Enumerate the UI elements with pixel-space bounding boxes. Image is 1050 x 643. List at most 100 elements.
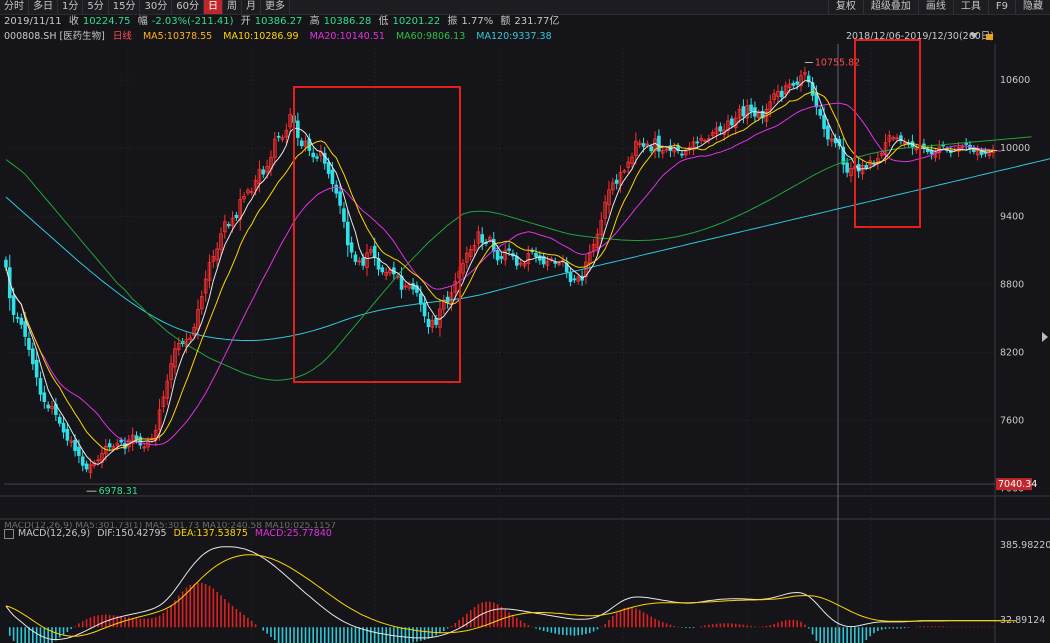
candle-body-6 — [27, 338, 31, 350]
candle-body-228 — [879, 153, 884, 156]
candle-body-2 — [11, 295, 16, 315]
candle-body-85 — [330, 169, 335, 185]
candle-body-181 — [699, 137, 703, 141]
period-tab-0[interactable]: 分时 — [0, 0, 29, 14]
period-tab-3[interactable]: 5分 — [83, 0, 109, 14]
candle-body-64 — [249, 191, 254, 193]
candle-body-104 — [403, 285, 408, 288]
candle-body-51 — [200, 296, 204, 310]
toolbar-right-0[interactable]: 复权 — [827, 0, 863, 14]
candle-body-126 — [488, 236, 492, 241]
candle-body-99 — [384, 271, 388, 276]
ma20-line — [5, 102, 1001, 446]
candle-body-158 — [611, 182, 615, 191]
candle-body-214 — [826, 125, 830, 140]
candle-body-63 — [246, 189, 250, 194]
period-tab-6[interactable]: 60分 — [172, 0, 204, 14]
candle-body-163 — [630, 156, 634, 164]
y-tick-4: 8200 — [1000, 347, 1024, 358]
candle-body-112 — [434, 317, 438, 325]
min-label: 6978.31 — [99, 486, 138, 497]
candle-body-18 — [73, 439, 77, 452]
macd-legend-bar: MACD(12,26,9) DIF:150.42795 DEA:137.5387… — [4, 528, 336, 540]
candle-body-162 — [626, 161, 630, 168]
candle-body-100 — [388, 269, 392, 274]
candle-body-78 — [303, 140, 308, 147]
candle-body-124 — [480, 234, 485, 243]
max-label: 10755.82 — [815, 57, 860, 68]
open-label: 开 — [240, 16, 251, 27]
candle-body-234 — [902, 142, 907, 145]
macd-dif: DIF:150.42795 — [97, 528, 167, 539]
period-tab-4[interactable]: 15分 — [109, 0, 141, 14]
candle-body-94 — [365, 252, 369, 268]
candle-body-177 — [683, 151, 688, 156]
period-tab-8[interactable]: 周 — [223, 0, 242, 14]
ma60-line — [5, 136, 1032, 381]
candle-body-119 — [461, 263, 465, 274]
toolbar-right-5[interactable]: 隐藏 — [1015, 0, 1050, 14]
candle-body-89 — [345, 221, 350, 246]
candle-body-93 — [361, 257, 365, 266]
highlight-box-2 — [854, 39, 921, 228]
toolbar-right-2[interactable]: 画线 — [917, 0, 953, 14]
y-tick-0: 10600 — [1000, 75, 1030, 86]
macd-dea: DEA:137.53875 — [173, 528, 248, 539]
candle-body-218 — [841, 146, 846, 165]
candle-body-33 — [130, 434, 135, 444]
top-toolbar: 分时 多日 1分 5分 15分 30分 60分日周月更多 复权 超级叠加 画线 工具 F9 隐藏 — [0, 0, 1050, 15]
candle-body-48 — [188, 337, 193, 341]
toolbar-right-1[interactable]: 超级叠加 — [862, 0, 918, 14]
candle-body-67 — [261, 169, 266, 175]
candle-body-40 — [157, 409, 162, 431]
candle-body-123 — [476, 231, 481, 244]
candle-body-192 — [741, 106, 746, 117]
candle-body-41 — [161, 396, 166, 407]
index-code[interactable]: 000808.SH [医药生物] — [4, 31, 105, 42]
candle-body-58 — [226, 224, 231, 227]
toolbar-right-4[interactable]: F9 — [987, 0, 1015, 14]
candle-body-114 — [442, 299, 446, 310]
y-tick-5: 7600 — [1000, 416, 1024, 427]
candle-body-193 — [745, 105, 750, 119]
candle-body-10 — [42, 392, 47, 402]
lock-icon — [986, 34, 993, 40]
amp-value: 1.77% — [461, 16, 494, 27]
macd-settings-icon[interactable] — [4, 528, 14, 539]
candle-body-62 — [242, 195, 246, 200]
candle-body-22 — [88, 464, 93, 473]
candle-body-43 — [169, 363, 173, 381]
close-label: 收 — [68, 16, 79, 27]
candle-body-45 — [176, 343, 181, 350]
macd-title: MACD(12,26,9) — [18, 528, 91, 539]
ma10-line — [5, 91, 997, 451]
candle-body-15 — [61, 422, 66, 433]
candle-body-185 — [714, 127, 719, 135]
candle-body-194 — [749, 104, 753, 112]
period-tab-7[interactable]: 日 — [203, 0, 223, 14]
candle-body-95 — [369, 249, 373, 253]
candle-body-204 — [787, 83, 792, 89]
candle-body-55 — [215, 248, 219, 261]
low-label: 低 — [378, 16, 389, 27]
change-label: 幅 — [137, 16, 148, 27]
period-tab-5[interactable]: 30分 — [140, 0, 173, 14]
period-tab-9[interactable]: 月 — [242, 0, 261, 14]
candle-body-141 — [545, 260, 550, 266]
period-tab-1[interactable]: 多日 — [29, 0, 58, 14]
candle-body-136 — [526, 252, 531, 265]
candle-body-107 — [415, 285, 419, 293]
period-tab-10[interactable]: 更多 — [261, 0, 290, 14]
period-tab-2[interactable]: 1分 — [58, 0, 84, 14]
candle-body-117 — [453, 280, 458, 293]
candle-body-148 — [572, 278, 577, 281]
candle-body-80 — [311, 152, 316, 158]
candle-body-138 — [534, 252, 538, 257]
candle-body-255 — [983, 151, 988, 154]
macd-value: MACD:25.77840 — [254, 528, 332, 539]
candle-body-230 — [887, 135, 892, 142]
toolbar-right-3[interactable]: 工具 — [952, 0, 988, 14]
ma120-label: MA120:9337.38 — [476, 31, 552, 42]
candle-body-65 — [253, 179, 258, 191]
